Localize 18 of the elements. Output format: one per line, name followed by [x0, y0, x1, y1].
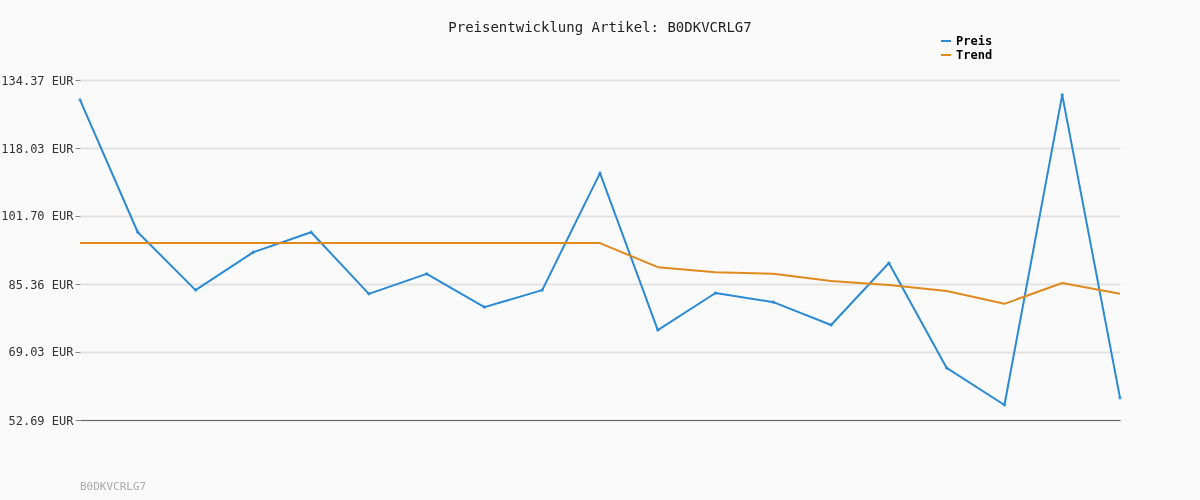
- point: [366, 291, 372, 296]
- point: [1060, 92, 1065, 97]
- legend-label: Preis: [956, 34, 993, 48]
- chart-title: Preisentwicklung Artikel: B0DKVCRLG7: [447, 19, 753, 35]
- y-tick-label: 134.37 EUR: [1, 73, 75, 88]
- y-tick-label: 69.03 EUR: [8, 345, 75, 360]
- y-tick-label: 101.70 EUR: [1, 209, 75, 224]
- y-tick-label: 85.36 EUR: [8, 277, 75, 292]
- point: [308, 230, 314, 235]
- line-series: [79, 242, 1121, 305]
- legend-label: Trend: [956, 48, 993, 62]
- point: [1117, 395, 1123, 401]
- y-tick-label: 52.69 EUR: [8, 413, 75, 428]
- point: [886, 260, 892, 266]
- point: [828, 322, 834, 328]
- point: [135, 230, 140, 235]
- text: B0DKVCRLG7: [80, 480, 147, 493]
- y-tick-label: 118.03 EUR: [1, 141, 75, 156]
